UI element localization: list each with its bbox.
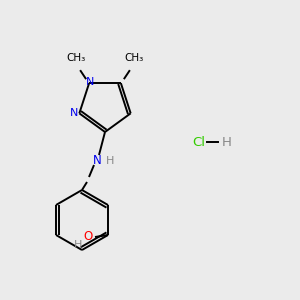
Text: N: N bbox=[93, 154, 101, 166]
Text: CH₃: CH₃ bbox=[124, 53, 143, 63]
Text: CH₃: CH₃ bbox=[67, 53, 86, 63]
Text: H: H bbox=[74, 240, 82, 250]
Text: Cl: Cl bbox=[192, 136, 205, 148]
Text: N: N bbox=[70, 108, 79, 118]
Text: H: H bbox=[222, 136, 232, 148]
Text: H: H bbox=[106, 156, 114, 166]
Text: N: N bbox=[86, 77, 94, 87]
Text: O: O bbox=[83, 230, 93, 244]
